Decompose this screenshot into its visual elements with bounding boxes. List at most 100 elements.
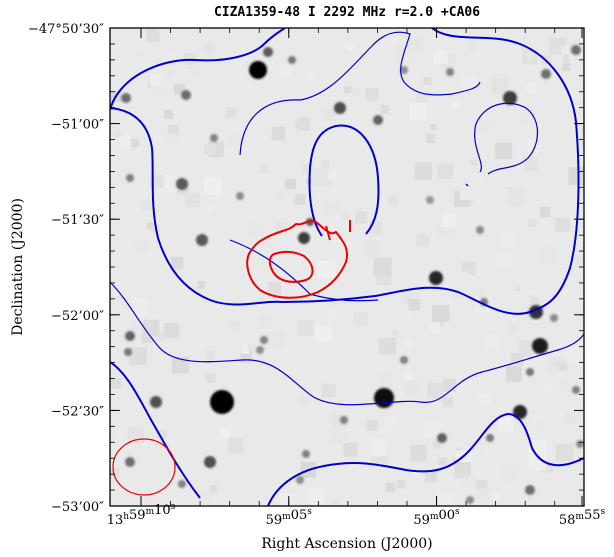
noise-pixel	[432, 440, 441, 449]
noise-pixel	[490, 109, 498, 117]
noise-pixel	[378, 373, 393, 387]
noise-pixel	[520, 416, 529, 426]
sky-source	[437, 433, 447, 443]
noise-pixel	[424, 469, 438, 483]
blue-contours	[110, 28, 584, 506]
sky-source	[263, 47, 273, 57]
noise-pixel	[459, 185, 474, 201]
beam-ellipse	[112, 438, 176, 496]
red-contours	[246, 219, 351, 299]
sky-source	[204, 456, 216, 468]
sky-source	[572, 386, 580, 394]
noise-pixel	[423, 420, 441, 438]
noise-pixel	[295, 121, 302, 128]
noise-pixel	[466, 89, 477, 100]
noise-pixel	[529, 295, 538, 304]
noise-pixel	[271, 126, 286, 141]
noise-pixel	[342, 213, 351, 221]
sky-source	[302, 450, 310, 458]
noise-pixel	[366, 419, 379, 431]
noise-pixel	[388, 195, 399, 206]
sky-source	[446, 68, 454, 76]
noise-pixel	[430, 124, 437, 131]
noise-pixel	[470, 159, 477, 166]
noise-pixel	[300, 395, 311, 406]
noise-pixel	[228, 134, 243, 149]
noise-pixel	[134, 239, 148, 253]
noise-pixel	[203, 143, 216, 156]
sky-source	[210, 134, 218, 142]
noise-pixel	[410, 274, 423, 287]
noise-pixel	[519, 105, 536, 123]
red-contour-tick-1	[325, 225, 331, 241]
y-tick-label: −47°50’30″	[28, 22, 104, 37]
noise-pixel	[130, 138, 139, 148]
sky-sources	[121, 45, 584, 504]
noise-pixel	[425, 133, 436, 144]
y-tick-label: −51’30″	[51, 213, 104, 228]
y-tick-label: −53’00″	[51, 500, 104, 515]
noise-pixel	[409, 444, 427, 462]
noise-pixel	[500, 465, 517, 483]
noise-pixel	[204, 176, 222, 195]
y-tick-label: −52’30″	[51, 404, 104, 419]
noise-pixel	[225, 107, 237, 118]
sky-source	[576, 440, 584, 448]
noise-pixel	[539, 246, 557, 264]
noise-pixel	[443, 396, 453, 407]
noise-pixel	[528, 218, 537, 228]
sky-source	[334, 102, 346, 114]
noise-pixel	[495, 142, 513, 160]
sky-source	[429, 271, 443, 285]
noise-pixel	[157, 429, 167, 439]
sky-source	[249, 61, 267, 79]
noise-pixel	[475, 480, 488, 492]
sky-source	[526, 368, 534, 376]
noise-pixel	[260, 166, 268, 174]
noise-pixel	[429, 322, 441, 334]
noise-pixel	[247, 344, 255, 352]
noise-pixel	[529, 453, 546, 471]
noise-pixel	[279, 65, 290, 76]
sky-source	[178, 480, 186, 488]
noise-pixel	[427, 382, 444, 399]
noise-pixel	[164, 109, 173, 119]
noise-pixel	[259, 314, 273, 328]
noise-pixel	[185, 192, 201, 207]
noise-pixel	[369, 439, 387, 457]
noise-pixel	[142, 319, 160, 337]
sky-source	[196, 234, 208, 246]
x-tick-label: 59m00s	[413, 507, 460, 528]
sky-source	[125, 457, 135, 467]
noise-pixel	[542, 462, 553, 473]
noise-pixel	[305, 71, 315, 81]
noise-pixel	[562, 289, 576, 303]
noise-pixel	[485, 335, 500, 350]
noise-pixel	[110, 378, 121, 389]
noise-pixel	[438, 457, 447, 466]
sky-source	[503, 91, 517, 105]
noise-pixel	[513, 285, 520, 292]
noise-pixel	[317, 260, 336, 279]
sky-source	[260, 336, 268, 344]
noise-pixel	[277, 192, 287, 202]
noise-pixel	[321, 159, 330, 168]
noise-pixel	[539, 206, 551, 218]
noise-pixel	[212, 201, 230, 218]
noise-pixel	[416, 234, 430, 247]
noise-pixel	[355, 211, 368, 224]
noise-pixel	[206, 373, 216, 384]
sky-source	[296, 476, 304, 484]
sky-source	[532, 338, 548, 354]
blue-contour-upper-mid	[239, 31, 481, 156]
x-tick-label: 59m05s	[266, 507, 313, 528]
noise-pixel	[279, 493, 295, 506]
sky-source	[150, 396, 162, 408]
sky-source	[125, 331, 135, 341]
noise-pixel	[344, 86, 352, 94]
noise-pixel	[581, 230, 584, 245]
noise-pixel	[442, 378, 457, 392]
noise-pixel	[507, 188, 526, 207]
noise-pixel	[492, 493, 501, 502]
blue-contour-bottom	[110, 361, 201, 499]
